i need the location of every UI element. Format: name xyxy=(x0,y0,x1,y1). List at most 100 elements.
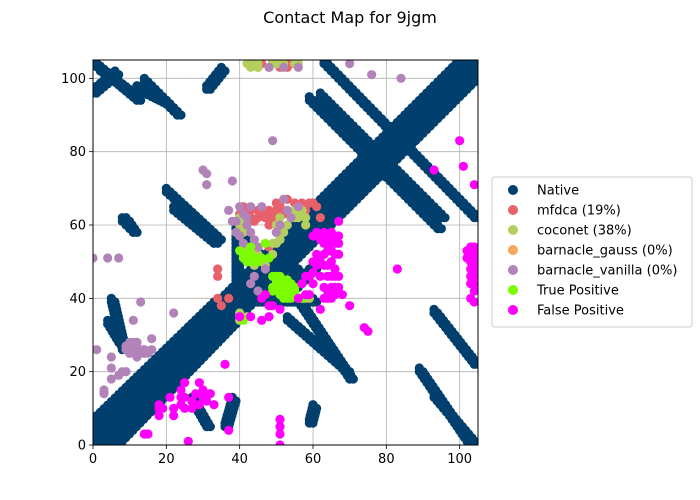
data-point xyxy=(275,304,285,314)
data-point xyxy=(455,136,465,146)
legend-label: True Positive xyxy=(536,284,619,299)
legend-marker xyxy=(508,205,518,215)
data-point xyxy=(282,205,292,215)
legend: Native mfdca (19%) coconet (38%) barnacle_g… xyxy=(491,176,693,328)
data-point xyxy=(308,268,318,278)
data-point xyxy=(264,205,274,215)
legend-marker xyxy=(508,285,518,295)
data-point xyxy=(99,385,109,395)
data-point xyxy=(253,62,263,72)
data-point xyxy=(147,334,157,344)
data-point xyxy=(227,176,237,186)
data-point xyxy=(290,282,300,292)
legend-label: False Positive xyxy=(537,304,624,319)
data-point xyxy=(128,315,138,325)
data-point xyxy=(194,378,204,388)
data-point xyxy=(246,242,256,252)
data-point xyxy=(334,249,344,259)
data-point xyxy=(264,312,274,322)
data-point xyxy=(169,411,179,421)
chart-title: Contact Map for 9jgm xyxy=(263,8,437,27)
data-point xyxy=(275,414,285,424)
legend-label: barnacle_vanilla (0%) xyxy=(537,264,677,279)
native-contact-point xyxy=(473,60,478,65)
series-6 xyxy=(139,136,478,445)
data-point xyxy=(147,345,157,355)
native-contact-point xyxy=(125,84,135,94)
data-point xyxy=(213,293,223,303)
native-contact-point xyxy=(216,62,226,72)
data-point xyxy=(257,315,267,325)
data-point xyxy=(224,205,234,215)
data-point xyxy=(231,216,241,226)
data-point xyxy=(260,213,270,223)
data-point xyxy=(224,293,234,303)
y-tick-label: 20 xyxy=(69,365,86,380)
native-contact-point xyxy=(308,400,318,410)
data-point xyxy=(458,161,468,171)
native-contact-point xyxy=(469,436,478,445)
data-point xyxy=(198,385,208,395)
data-point xyxy=(246,202,256,212)
data-point xyxy=(312,227,322,237)
data-point xyxy=(469,257,478,267)
data-point xyxy=(253,242,263,252)
data-point xyxy=(308,279,318,289)
data-point xyxy=(268,136,278,146)
data-point xyxy=(275,213,285,223)
data-point xyxy=(469,286,478,296)
data-point xyxy=(253,286,263,296)
data-point xyxy=(315,271,325,281)
data-point xyxy=(345,301,355,311)
data-point xyxy=(224,392,234,402)
x-tick-label: 20 xyxy=(158,452,175,467)
data-point xyxy=(106,363,116,373)
data-point xyxy=(301,220,311,230)
data-point xyxy=(128,345,138,355)
data-point xyxy=(334,271,344,281)
data-point xyxy=(337,290,347,300)
data-point xyxy=(132,337,142,347)
data-point xyxy=(268,301,278,311)
data-point xyxy=(429,165,439,175)
data-point xyxy=(330,290,340,300)
data-point xyxy=(143,429,153,439)
x-tick-label: 100 xyxy=(447,452,472,467)
axes: 0 20 40 60 80 100 0 20 40 60 80 100 xyxy=(61,72,472,467)
data-point xyxy=(114,253,124,263)
data-point xyxy=(275,422,285,432)
data-point xyxy=(187,403,197,413)
native-contact-point xyxy=(433,220,443,230)
legend-marker xyxy=(508,265,518,275)
data-point xyxy=(334,231,344,241)
data-point xyxy=(275,235,285,245)
data-point xyxy=(213,264,223,274)
data-point xyxy=(165,392,175,402)
data-point xyxy=(158,403,168,413)
legend-box xyxy=(491,176,693,328)
native-contact-point xyxy=(469,356,478,366)
data-point xyxy=(334,216,344,226)
data-point xyxy=(154,411,164,421)
data-point xyxy=(469,264,478,274)
data-point xyxy=(312,249,322,259)
data-point xyxy=(136,297,146,307)
y-tick-label: 0 xyxy=(78,439,86,454)
data-point xyxy=(286,213,296,223)
data-point xyxy=(202,180,212,190)
data-point xyxy=(220,359,230,369)
data-point xyxy=(330,264,340,274)
native-contact-point xyxy=(110,66,120,76)
y-tick-label: 100 xyxy=(61,72,86,87)
legend-marker xyxy=(508,225,518,235)
data-point xyxy=(176,400,186,410)
data-point xyxy=(180,378,190,388)
data-point xyxy=(271,271,281,281)
data-point xyxy=(469,249,478,259)
legend-label: coconet (38%) xyxy=(537,224,632,239)
y-tick-label: 60 xyxy=(69,219,86,234)
data-point xyxy=(275,429,285,439)
data-point xyxy=(187,396,197,406)
data-point xyxy=(194,400,204,410)
